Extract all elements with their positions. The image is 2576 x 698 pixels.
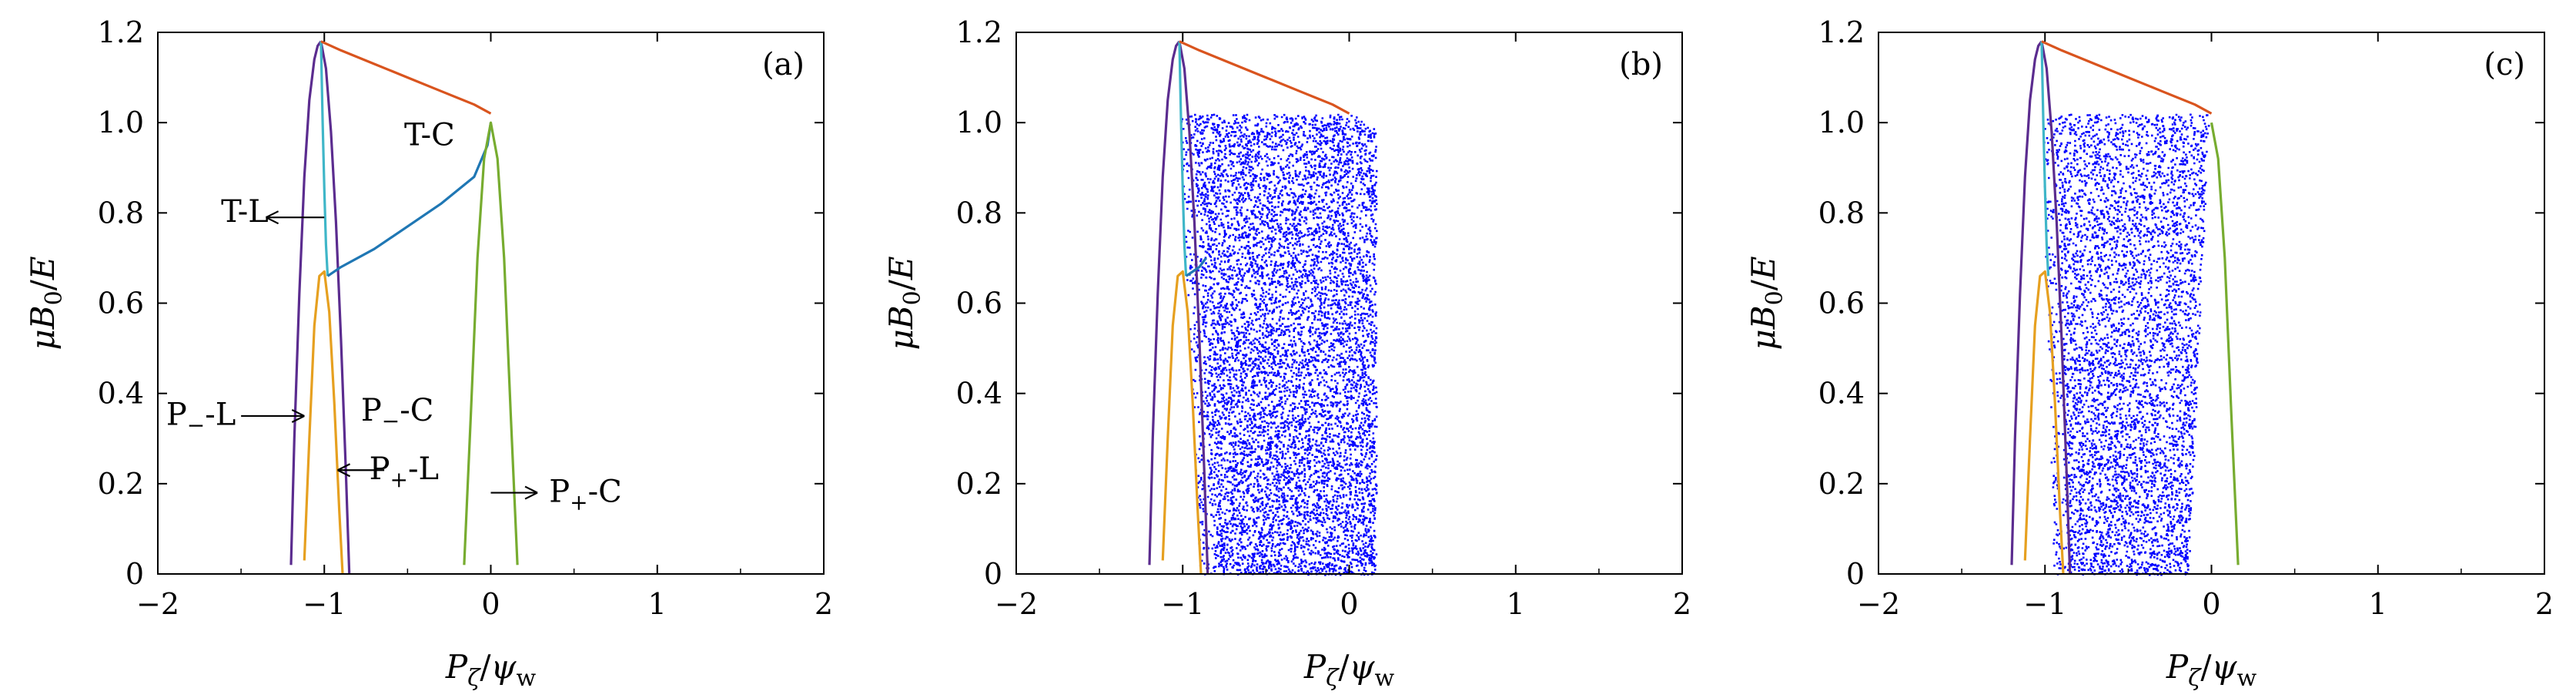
series-line-purple_outer: [289, 40, 323, 565]
x-tick-label: −1: [303, 587, 346, 621]
y-tick-label: 0: [1846, 557, 1865, 591]
annotation-label: P+-C: [549, 474, 622, 515]
panels-root: −2 −1 0 1 2 0 0.2 0.4 0.6 0.8 1.0 1.2 (a) Pζ/ψw μB0/E T…: [24, 15, 2554, 692]
series-line-red_orange: [2041, 40, 2213, 115]
series-line-purple_outer: [2010, 40, 2043, 565]
series-line-orange: [1161, 270, 1203, 575]
x-tick-label: −2: [136, 587, 179, 621]
y-tick-label: 1.0: [956, 106, 1002, 139]
y-tick-label: 0: [984, 557, 1002, 591]
y-tick-label: 1.2: [1818, 15, 1865, 49]
y-axis-label: μB0/E: [24, 256, 68, 350]
x-axis-label: Pζ/ψw: [2166, 648, 2257, 692]
arrow-head: [266, 210, 279, 225]
panel-label: (a): [762, 47, 805, 82]
x-tick-label: 0: [1340, 587, 1358, 621]
x-tick-label: −2: [1857, 587, 1900, 621]
y-tick-label: 1.0: [98, 106, 144, 139]
x-tick-label: 2: [2535, 587, 2554, 621]
annotation-label: P−-C: [361, 393, 434, 434]
x-tick-label: −2: [995, 587, 1038, 621]
scatter-points: [2042, 113, 2210, 576]
scatter-points: [1180, 113, 1378, 576]
series-line-orange: [2023, 270, 2065, 575]
scatter-dots: [1180, 113, 1378, 576]
x-axis-label: Pζ/ψw: [1303, 648, 1395, 692]
y-tick-label: 1.2: [98, 15, 144, 49]
x-tick-label: 1: [2369, 587, 2387, 621]
series-line-teal_blue: [1185, 257, 1207, 277]
series-line-cyan: [319, 41, 330, 277]
y-tick-label: 0.4: [1818, 377, 1865, 411]
series-line-cyan: [1178, 41, 1188, 277]
x-axis-label: Pζ/ψw: [445, 648, 537, 692]
y-tick-label: 0.4: [98, 377, 144, 411]
x-tick-label: 2: [1673, 587, 1691, 621]
series-line-orange: [303, 270, 344, 575]
annotation-label: T-C: [404, 117, 455, 153]
panel-b: −2 −1 0 1 2 0 0.2 0.4 0.6 0.8 1.0 1.2 (b) Pζ/ψw μB0/E: [882, 15, 1691, 692]
series-line-purple_inner: [1178, 41, 1209, 575]
y-tick-label: 0.2: [1818, 467, 1865, 501]
y-tick-label: 0.2: [98, 467, 144, 501]
y-tick-label: 0.6: [956, 287, 1002, 320]
annotation-label: P+-L: [370, 451, 439, 492]
series-line-red_orange: [320, 40, 492, 115]
series-line-cyan: [2040, 41, 2050, 277]
y-tick-label: 0: [125, 557, 144, 591]
annotation-label: T-L: [221, 194, 269, 230]
y-tick-label: 1.0: [1818, 106, 1865, 139]
y-axis-label: μB0/E: [1745, 256, 1788, 350]
series-line-purple_inner: [319, 41, 351, 575]
panel-label: (c): [2484, 47, 2525, 82]
x-tick-label: 1: [648, 587, 667, 621]
y-tick-label: 1.2: [956, 15, 1002, 49]
x-tick-label: 0: [2202, 587, 2220, 621]
y-tick-label: 0.2: [956, 467, 1002, 501]
axes-frame: [1878, 32, 2545, 575]
y-tick-label: 0.8: [956, 196, 1002, 230]
y-tick-label: 0.6: [98, 287, 144, 320]
scatter-dots: [2042, 113, 2210, 576]
annotation-label: P−-L: [166, 398, 236, 438]
x-tick-label: −1: [2023, 587, 2066, 621]
y-axis-label: μB0/E: [882, 256, 926, 350]
x-tick-label: 1: [1507, 587, 1525, 621]
y-tick-label: 0.4: [956, 377, 1002, 411]
series-line-red_orange: [1179, 40, 1350, 115]
x-tick-label: 0: [481, 587, 500, 621]
arrow-head: [291, 408, 305, 423]
y-tick-label: 0.6: [1818, 287, 1865, 320]
panel-c: −2 −1 0 1 2 0 0.2 0.4 0.6 0.8 1.0 1.2 (c) Pζ/ψw μB0/E: [1745, 15, 2554, 692]
annotations: T-C T-L P−-L P−-C P+-L P+-C: [166, 117, 622, 515]
panel-label: (b): [1619, 47, 1663, 82]
series-line-purple_outer: [1148, 40, 1181, 565]
x-tick-label: 2: [815, 587, 833, 621]
x-tick-label: −1: [1161, 587, 1204, 621]
arrow-head: [524, 485, 538, 500]
panel-a: −2 −1 0 1 2 0 0.2 0.4 0.6 0.8 1.0 1.2 (a) Pζ/ψw μB0/E T…: [24, 15, 833, 692]
y-tick-label: 0.8: [1818, 196, 1865, 230]
y-tick-label: 0.8: [98, 196, 144, 230]
arrow-head: [337, 463, 351, 478]
series-line-green: [2210, 122, 2240, 565]
series-line-purple_inner: [2040, 41, 2072, 575]
series-line-green: [463, 121, 519, 565]
